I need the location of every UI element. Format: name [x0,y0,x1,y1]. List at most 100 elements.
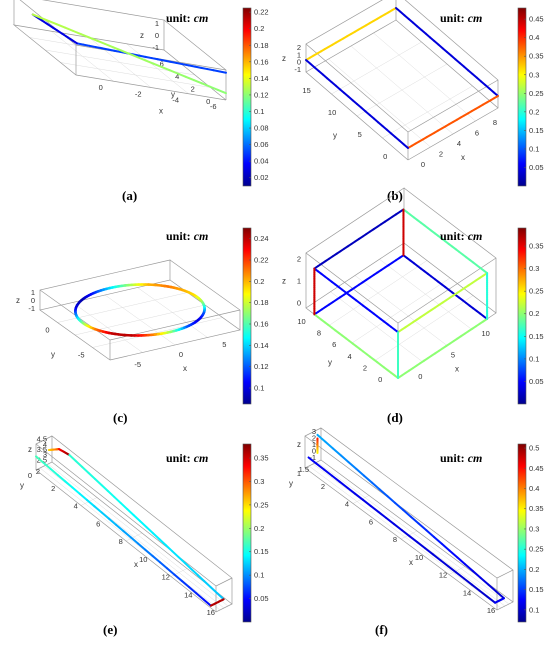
wire-segment [63,26,75,32]
z-tick-label: 3 [43,450,47,459]
x-axis-label: x [134,560,138,569]
wire-segment [115,523,125,533]
wire-segment [377,510,388,520]
z-tick-label: 4.5 [37,435,47,444]
ring-segment [195,295,200,300]
chart-b: 02468x051015y-1012z0.050.10.150.20.250.3… [282,0,544,203]
x-tick-label: 10 [481,329,489,338]
grid-line [316,461,510,605]
unit-label: unit: cm [440,451,482,465]
wire-segment [331,447,342,457]
colorbar-tick-label: 0.08 [254,124,269,133]
z-axis-label: z [282,277,286,286]
z-tick-label: 0 [155,31,159,40]
wire-segment [74,459,84,468]
wire-segment [55,23,66,29]
wire-segment [112,46,123,52]
wire-segment [100,484,109,493]
colorbar-tick-label: 0.12 [254,362,269,371]
wire-segment [315,462,326,471]
colorbar-tick-label: 0.25 [254,500,269,509]
z-tick-label: 0 [31,296,35,305]
plot-layer: -505x-50y-101z0.10.120.140.160.180.20.22… [16,227,269,405]
wire-segment [455,571,465,580]
y-axis-label: y [171,90,175,99]
wire-segment [119,502,129,511]
colorbar-frame [242,227,252,405]
wire-segment [88,44,97,49]
grid-line [57,292,188,323]
panel-a: -6 -4 -2 0 x 0 2 4 6 y -1 0 1 z 0.02 0.04 0.06 0.08 0.1 0.1… [0,0,275,215]
z-tick-label: 2.5 [37,455,47,464]
panel-c: -5 0 5 x -5 0 y -1 0 1 z 0.1 0.12 0.14 0.16 0.18 0.2 0.22… [0,220,275,430]
x-axis-label: x [455,365,459,374]
axis-box-back [320,427,514,602]
wire-segment [120,49,131,55]
grid-line [331,41,422,95]
colorbar-tick-label: 0.45 [529,464,544,473]
wire-segment [439,559,450,568]
z-tick-label: 2 [312,434,316,443]
wire-segment [431,553,442,562]
z-axis-label: z [140,31,144,40]
panel-label: (d) [387,410,403,425]
z-axis-label: z [16,296,20,305]
wire-segment [440,542,451,552]
wire-segment [464,563,474,573]
panel-label: (f) [375,622,388,637]
colorbar-tick-label: 0.15 [529,126,544,135]
unit-label: unit: cm [166,11,208,25]
x-axis-label: x [159,107,163,116]
wire-segment [81,465,90,474]
wire-segment [137,542,147,551]
colorbar-tick-label: 0.15 [529,332,544,341]
colorbar-tick-label: 0.05 [529,163,544,172]
chart-f: 246810121416x11.5y-10123z0.10.150.20.250… [289,427,544,637]
colorbar-tick-label: 0.14 [254,74,269,83]
wire-segment [478,589,489,598]
wire-segment [144,55,153,60]
z-axis-label: z [297,440,301,449]
wire-segment [339,454,350,464]
wire-segment [369,504,380,513]
axis-box-side [305,43,409,160]
wire-segment [100,511,110,520]
colorbar-tick-label: 0.3 [529,264,539,273]
x-tick-label: 6 [369,517,373,526]
y-tick-label: 4 [347,352,351,361]
wire-segment [216,88,227,95]
wire-segment [145,526,154,535]
z-tick-label: 2 [297,255,301,264]
wire-segment [107,48,116,52]
wire-segment [82,43,91,47]
z-tick-label: 1 [155,19,159,28]
wire-segment [307,456,318,465]
colorbar-tick-label: 0.3 [529,70,539,79]
grid-line [137,287,208,338]
colorbar-tick-label: 0.14 [254,341,269,350]
wire-segment [94,46,103,50]
wire-segment [113,49,122,53]
colorbar-tick-label: 0.3 [254,477,264,486]
wire-segment [394,501,404,511]
colorbar-tick-label: 0.2 [529,309,539,318]
wire-segment [35,455,45,464]
wire-segment [200,66,209,71]
wire-segment [31,13,42,19]
wire-segment [96,39,107,45]
axis-box-back [39,259,171,310]
wire-segment [100,47,110,51]
colorbar-tick-label: 0.1 [529,605,539,614]
wire-segment [166,567,176,576]
x-tick-label: 2 [321,482,325,491]
x-tick-label: 5 [451,351,455,360]
wire-segment [361,498,372,507]
wire-segment [144,59,155,65]
x-tick-label: 6 [96,519,100,528]
y-tick-label: 2 [363,364,367,373]
wire-segment [393,523,403,532]
z-tick-label: 0 [297,58,301,67]
axis-box-back [13,0,165,50]
